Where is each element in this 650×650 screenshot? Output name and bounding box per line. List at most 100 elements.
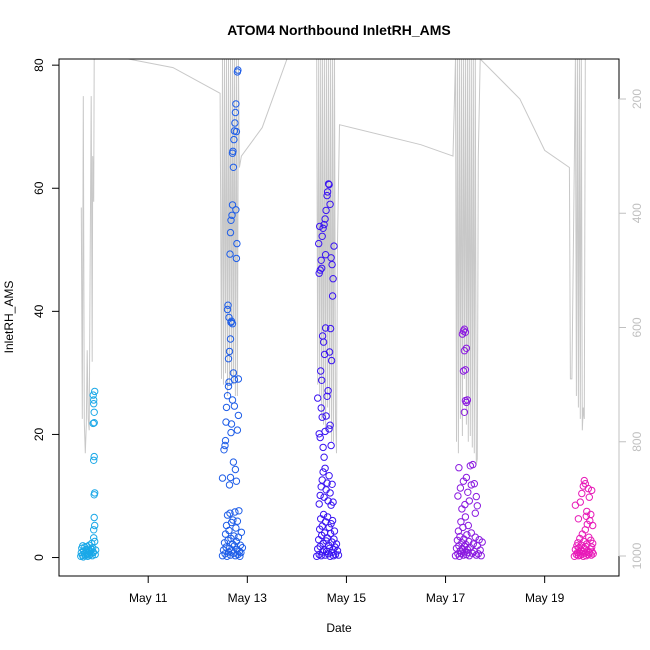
series-1 [77, 387, 100, 561]
data-point [237, 528, 246, 536]
data-point [90, 526, 98, 534]
data-point [328, 516, 337, 525]
data-point [227, 420, 236, 428]
data-point [228, 211, 236, 220]
data-point [460, 325, 469, 333]
data-point [91, 489, 99, 497]
data-point [460, 408, 469, 416]
data-point [326, 529, 335, 538]
data-point [91, 550, 99, 559]
data-point [220, 446, 228, 454]
data-point [90, 456, 98, 464]
data-point [333, 547, 342, 555]
data-point [325, 348, 334, 356]
data-point [237, 548, 245, 557]
data-point [471, 533, 479, 541]
data-point [221, 530, 230, 538]
data-point [232, 537, 241, 546]
data-point [465, 497, 473, 505]
right-y-tick-label: 1000 [630, 542, 644, 569]
data-point [331, 550, 340, 559]
data-point [229, 147, 237, 156]
data-point [230, 376, 239, 384]
x-tick-label: May 13 [228, 591, 268, 605]
chart-title: ATOM4 Northbound InletRH_AMS [227, 22, 450, 38]
data-point [238, 544, 247, 552]
data-point [91, 387, 99, 396]
data-point [90, 513, 98, 522]
y-axis-left: 0 20 40 60 80 [32, 58, 59, 561]
data-point [227, 428, 235, 437]
series-2 [218, 66, 247, 560]
data-point [327, 254, 335, 262]
data-point [461, 366, 470, 374]
data-point [472, 551, 480, 559]
data-point [317, 367, 325, 375]
data-point [328, 480, 336, 488]
data-point [225, 347, 234, 356]
data-point [233, 517, 242, 525]
data-point [325, 180, 333, 189]
data-point [578, 489, 586, 498]
data-point [232, 524, 240, 532]
data-point [218, 474, 227, 482]
data-point [229, 369, 238, 377]
data-point [463, 531, 471, 539]
data-point [89, 419, 97, 428]
data-point [232, 477, 241, 485]
data-point [229, 163, 238, 172]
data-point [316, 491, 324, 500]
data-point [228, 320, 237, 328]
data-point [232, 127, 241, 136]
data-point [319, 338, 328, 346]
data-point [316, 222, 324, 231]
data-point [588, 543, 596, 551]
data-point [232, 206, 240, 214]
data-point [470, 480, 478, 488]
series-4 [451, 325, 486, 560]
data-point [461, 513, 470, 521]
x-tick-label: May 17 [426, 591, 466, 605]
data-point [314, 394, 322, 402]
data-point [320, 493, 328, 501]
data-point [588, 486, 596, 495]
data-point [582, 512, 590, 520]
data-point [317, 404, 325, 412]
data-point [225, 313, 233, 322]
data-point [326, 552, 334, 560]
data-point [462, 344, 471, 352]
data-point [234, 375, 243, 383]
data-point [319, 510, 328, 519]
scatter-points-layer [77, 66, 597, 561]
data-point [580, 476, 588, 485]
data-point [323, 392, 331, 400]
y-axis-label: InletRH_AMS [2, 281, 16, 354]
data-point [328, 260, 336, 269]
data-point [587, 551, 595, 559]
x-tick-label: May 15 [327, 591, 367, 605]
data-point [329, 498, 337, 506]
right-y-tick-label: 200 [630, 89, 644, 109]
data-point [221, 436, 230, 445]
data-point [90, 534, 98, 542]
data-point [478, 538, 486, 546]
data-point [469, 540, 477, 548]
data-point [323, 479, 331, 487]
data-point [321, 251, 330, 259]
data-point [464, 488, 472, 496]
data-point [230, 402, 239, 410]
data-point [231, 465, 240, 474]
data-point [588, 548, 596, 556]
data-point [467, 529, 475, 537]
data-point [574, 515, 583, 523]
data-point [456, 484, 465, 492]
data-point [325, 544, 334, 552]
data-point [232, 254, 241, 263]
data-point [227, 216, 235, 225]
data-point [322, 206, 330, 215]
data-point [90, 408, 98, 416]
data-point [334, 551, 343, 559]
data-point [321, 427, 329, 436]
data-point [234, 411, 243, 420]
data-point [91, 521, 99, 530]
